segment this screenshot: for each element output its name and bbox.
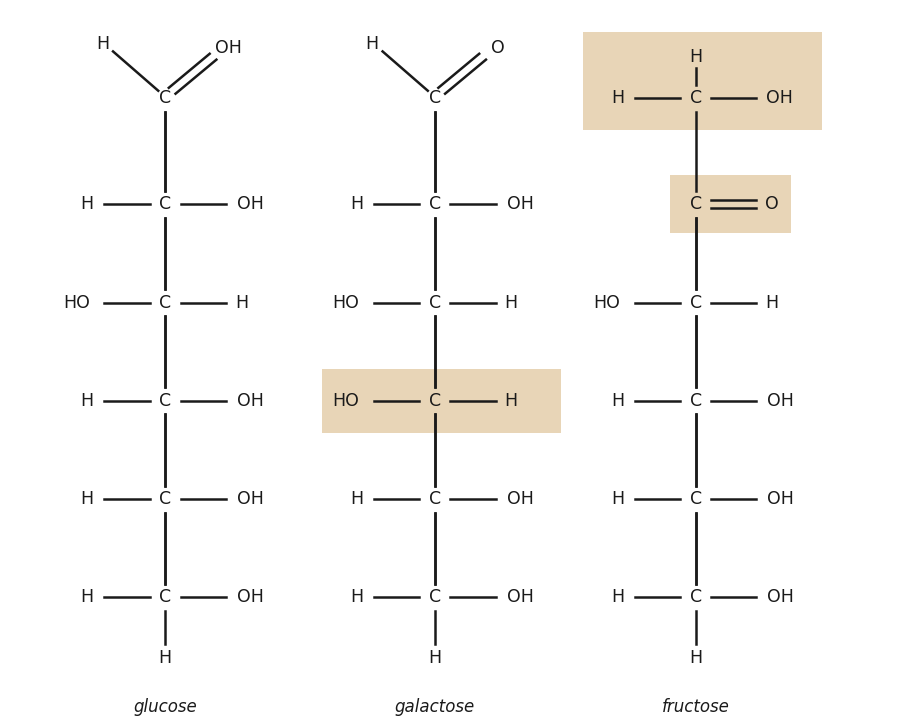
Bar (582, 32, 822, 130)
Text: C: C (429, 195, 441, 213)
Text: H: H (611, 89, 624, 107)
Text: OH: OH (768, 392, 794, 409)
Text: C: C (159, 589, 172, 606)
Text: glucose: glucose (133, 698, 197, 716)
Text: H: H (350, 195, 363, 213)
Text: C: C (689, 589, 702, 606)
Bar (669, 176, 792, 233)
Text: C: C (429, 293, 441, 311)
Text: H: H (159, 649, 172, 667)
Text: H: H (80, 392, 93, 409)
Text: C: C (429, 392, 441, 409)
Text: C: C (159, 89, 172, 107)
Text: O: O (765, 195, 779, 213)
Text: H: H (505, 293, 518, 311)
Text: OH: OH (237, 195, 264, 213)
Text: H: H (80, 589, 93, 606)
Text: OH: OH (507, 195, 533, 213)
Text: O: O (491, 38, 505, 57)
Text: OH: OH (768, 490, 794, 508)
Text: OH: OH (215, 38, 242, 57)
Text: H: H (350, 589, 363, 606)
Text: H: H (611, 490, 624, 508)
Text: HO: HO (63, 293, 90, 311)
Text: HO: HO (593, 293, 620, 311)
Text: C: C (689, 89, 702, 107)
Text: galactose: galactose (394, 698, 475, 716)
Text: H: H (611, 589, 624, 606)
Text: H: H (428, 649, 441, 667)
Text: C: C (689, 392, 702, 409)
Text: HO: HO (332, 392, 360, 409)
Text: C: C (429, 89, 441, 107)
Text: OH: OH (237, 490, 264, 508)
Text: H: H (611, 392, 624, 409)
Text: C: C (689, 490, 702, 508)
Text: OH: OH (766, 89, 792, 107)
Text: H: H (80, 195, 93, 213)
Text: C: C (689, 195, 702, 213)
Text: OH: OH (507, 490, 533, 508)
Text: OH: OH (237, 392, 264, 409)
Text: C: C (159, 490, 172, 508)
Text: H: H (365, 35, 379, 53)
Text: H: H (96, 35, 110, 53)
Text: H: H (350, 490, 363, 508)
Text: H: H (766, 293, 779, 311)
Text: H: H (236, 293, 248, 311)
Text: C: C (159, 293, 172, 311)
Text: H: H (80, 490, 93, 508)
Text: H: H (689, 48, 702, 66)
Text: OH: OH (768, 589, 794, 606)
Text: OH: OH (237, 589, 264, 606)
Text: C: C (429, 589, 441, 606)
Text: H: H (505, 392, 518, 409)
Text: C: C (159, 392, 172, 409)
Text: fructose: fructose (662, 698, 729, 716)
Text: C: C (159, 195, 172, 213)
Text: OH: OH (507, 589, 533, 606)
Text: H: H (689, 649, 702, 667)
Text: HO: HO (332, 293, 360, 311)
Text: C: C (429, 490, 441, 508)
Text: C: C (689, 293, 702, 311)
Bar (321, 369, 561, 433)
